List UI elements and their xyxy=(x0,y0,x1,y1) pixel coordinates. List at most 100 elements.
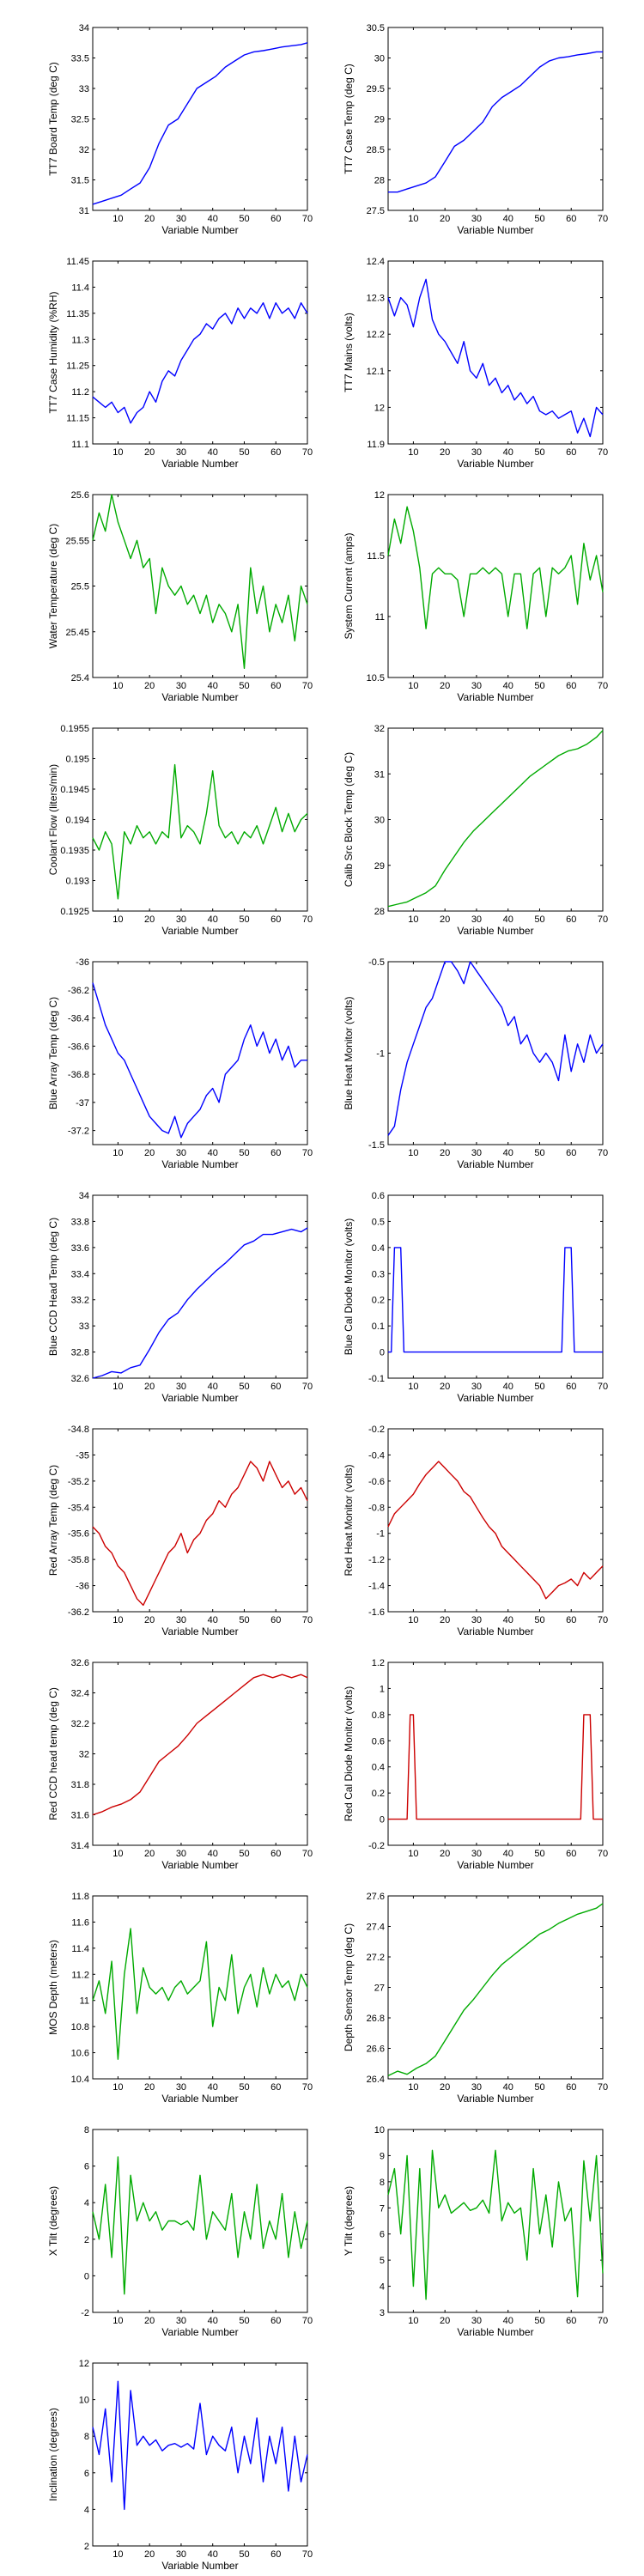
series-line xyxy=(92,1227,308,1379)
x-tick-label: 70 xyxy=(598,1148,608,1158)
y-tick-label: 11.2 xyxy=(71,1970,89,1980)
y-tick-label: 11.3 xyxy=(71,335,89,345)
x-axis-label: Variable Number xyxy=(457,1859,533,1871)
x-tick-label: 50 xyxy=(239,1615,249,1625)
y-tick-label: 12.1 xyxy=(367,367,385,377)
y-axis-label: Red CCD head temp (deg C) xyxy=(47,1687,59,1820)
y-axis-label: TT7 Board Temp (deg C) xyxy=(47,62,59,176)
x-axis-label: Variable Number xyxy=(161,2326,238,2338)
series-line xyxy=(92,2156,308,2295)
x-tick-label: 10 xyxy=(408,447,418,458)
y-tick-label: 32.4 xyxy=(71,1689,89,1699)
y-tick-label: -1.5 xyxy=(368,1140,385,1151)
x-tick-label: 20 xyxy=(440,914,450,925)
plot-frame xyxy=(92,1428,308,1613)
x-tick-label: 70 xyxy=(598,1382,608,1392)
x-tick-label: 20 xyxy=(144,681,155,691)
y-tick-label: -1.6 xyxy=(368,1607,385,1618)
y-tick-label: 11.35 xyxy=(66,309,89,319)
series-line xyxy=(387,961,604,1136)
plot-frame xyxy=(387,1895,604,2080)
y-tick-label: 0.6 xyxy=(372,1736,385,1747)
y-tick-label: 34 xyxy=(79,1191,89,1201)
y-tick-label: 26.6 xyxy=(367,2044,385,2055)
y-axis-label: Water Temperature (deg C) xyxy=(47,524,59,648)
chart-16: 10 20 30 40 50 60 70 -0.2 0 0.2 0.4 0.6 0.8 1 1.2 Varia… xyxy=(343,1658,608,1871)
y-tick-label: 4 xyxy=(380,2282,385,2293)
x-tick-label: 30 xyxy=(176,2549,186,2560)
x-axis-label: Variable Number xyxy=(457,1392,533,1404)
y-tick-label: 0 xyxy=(84,2271,89,2281)
y-tick-label: -2 xyxy=(81,2308,89,2318)
y-tick-label: -0.2 xyxy=(368,1841,385,1851)
y-tick-label: 33 xyxy=(79,84,89,94)
y-tick-label: 0.5 xyxy=(372,1217,385,1227)
x-axis-label: Variable Number xyxy=(161,2093,238,2105)
x-tick-label: 50 xyxy=(534,1382,544,1392)
x-tick-label: 10 xyxy=(112,2549,123,2560)
plot-frame xyxy=(387,727,604,912)
x-tick-label: 40 xyxy=(208,681,218,691)
x-tick-label: 50 xyxy=(534,914,544,925)
y-tick-label: 11.9 xyxy=(367,440,385,450)
series-line xyxy=(92,42,308,205)
y-tick-label: -1.4 xyxy=(368,1582,385,1592)
x-tick-label: 70 xyxy=(302,1849,313,1859)
x-tick-label: 10 xyxy=(112,2082,123,2093)
y-axis-label: System Current (amps) xyxy=(343,532,355,639)
x-tick-label: 40 xyxy=(503,214,513,224)
x-tick-label: 60 xyxy=(566,1148,576,1158)
series-line xyxy=(387,1903,604,2077)
y-tick-label: 0.3 xyxy=(372,1269,385,1279)
plot-frame xyxy=(92,1895,308,2080)
x-tick-label: 40 xyxy=(503,2316,513,2326)
y-tick-label: 32.2 xyxy=(71,1719,89,1729)
y-tick-label: 11 xyxy=(375,612,385,623)
y-tick-label: -35.8 xyxy=(68,1555,89,1565)
x-tick-label: 10 xyxy=(112,214,123,224)
chart-13: 10 20 30 40 50 60 70 -36.2 -36 -35.8 -35.6 -35.4 -35… xyxy=(47,1425,313,1637)
y-axis-label: Red Cal Diode Monitor (volts) xyxy=(343,1686,355,1821)
y-tick-label: 0.1925 xyxy=(60,907,89,917)
y-tick-label: -35 xyxy=(76,1450,89,1461)
plot-frame xyxy=(387,494,604,678)
y-tick-label: 6 xyxy=(380,2230,385,2240)
y-tick-label: -0.1 xyxy=(368,1374,385,1384)
x-tick-label: 70 xyxy=(302,2082,313,2093)
chart-18: 10 20 30 40 50 60 70 26.4 26.6 26.8 27 27.2 27.4 27.6… xyxy=(343,1892,608,2105)
chart-9: 10 20 30 40 50 60 70 -37.2 -37 -36.8 -36.6 -36.4 -36… xyxy=(47,957,313,1170)
y-tick-label: -36 xyxy=(76,957,89,968)
y-tick-label: 25.5 xyxy=(71,582,89,592)
y-tick-label: 29 xyxy=(374,861,385,872)
y-tick-label: 11.5 xyxy=(367,551,385,562)
y-tick-label: 8 xyxy=(84,2432,89,2442)
x-tick-label: 20 xyxy=(440,2316,450,2326)
x-tick-label: 30 xyxy=(471,1849,482,1859)
plot-frame xyxy=(92,27,308,211)
x-axis-label: Variable Number xyxy=(457,925,533,937)
y-axis-label: Coolant Flow (liters/min) xyxy=(47,764,59,875)
x-tick-label: 50 xyxy=(239,447,249,458)
y-tick-label: 29 xyxy=(374,115,385,125)
y-tick-label: 26.8 xyxy=(367,2014,385,2024)
y-tick-label: 32.5 xyxy=(71,115,89,125)
series-line xyxy=(387,730,604,908)
x-tick-label: 50 xyxy=(239,2316,249,2326)
y-tick-label: 0.6 xyxy=(372,1191,385,1201)
y-axis-label: Blue Heat Monitor (volts) xyxy=(343,996,355,1109)
series-line xyxy=(388,51,603,193)
x-tick-label: 30 xyxy=(176,447,186,458)
series-line xyxy=(388,1247,603,1353)
x-tick-label: 20 xyxy=(440,1148,450,1158)
y-tick-label: 4 xyxy=(84,2198,89,2208)
x-tick-label: 10 xyxy=(408,1615,418,1625)
y-tick-label: 34 xyxy=(79,23,89,33)
y-axis-label: TT7 Case Humidity (%RH) xyxy=(47,291,59,413)
x-axis-label: Variable Number xyxy=(457,691,533,703)
y-tick-label: 33.2 xyxy=(71,1296,89,1306)
chart-17: 10 20 30 40 50 60 70 10.4 10.6 10.8 11 11.2 11.4 11.6… xyxy=(47,1892,313,2105)
x-tick-label: 20 xyxy=(144,214,155,224)
y-tick-label: 11 xyxy=(80,1996,89,2007)
y-tick-label: 28 xyxy=(374,176,385,186)
